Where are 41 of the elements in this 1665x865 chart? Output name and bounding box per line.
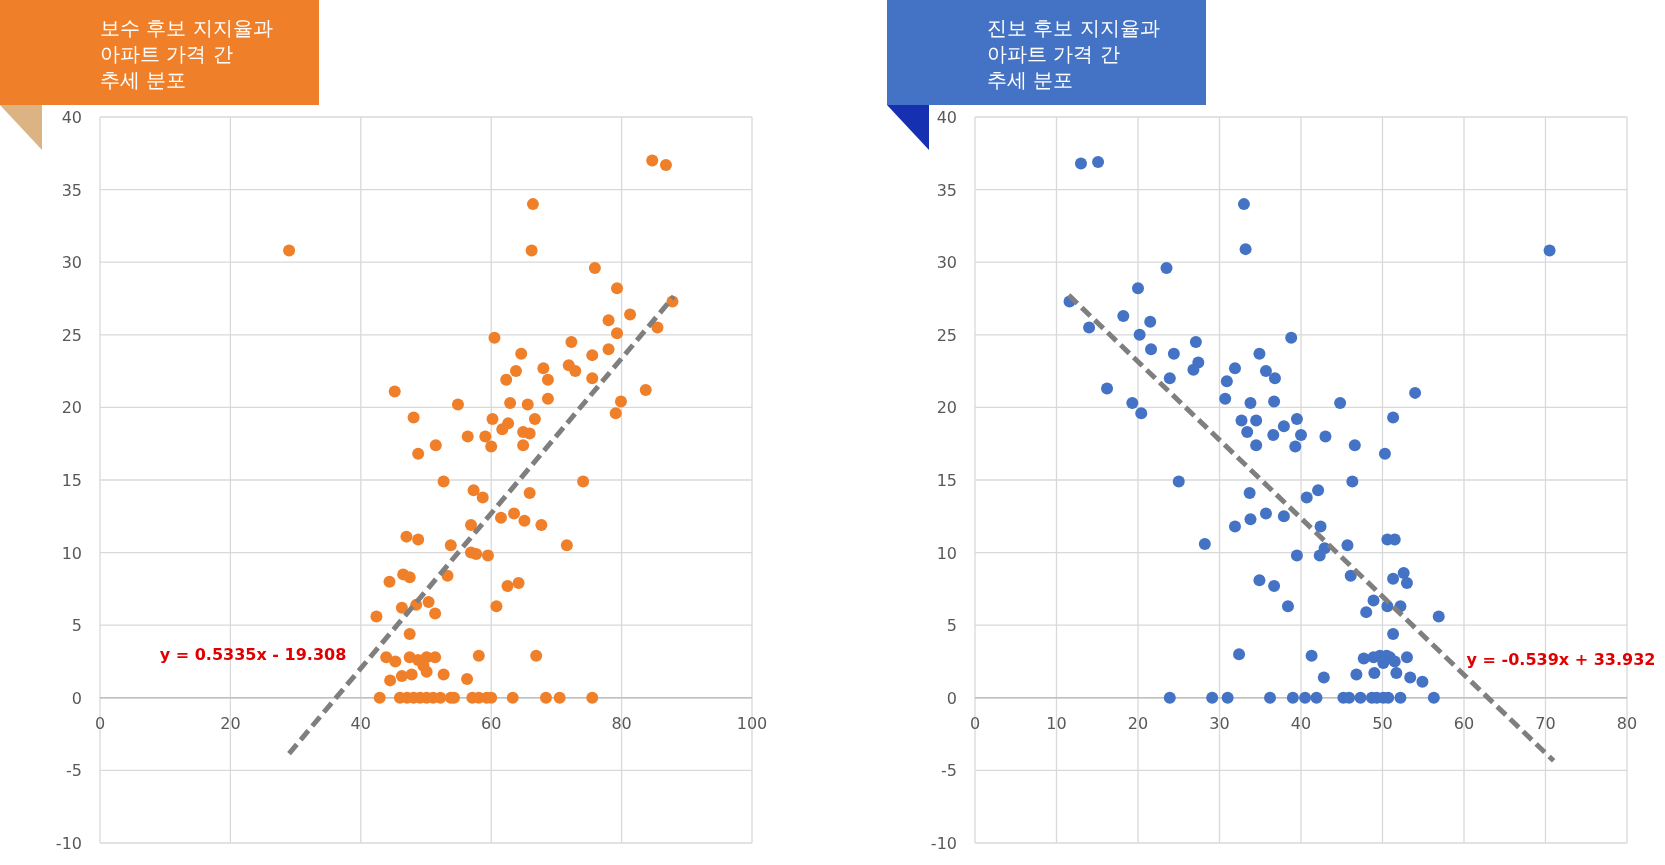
x-tick-label: 60 — [1453, 713, 1475, 733]
y-tick-label: 30 — [936, 253, 957, 273]
y-tick-label: 0 — [946, 688, 957, 708]
y-tick-label: 40 — [61, 108, 82, 127]
y-tick-label: 30 — [61, 253, 82, 273]
x-tick-label: 20 — [1127, 713, 1149, 733]
y-tick-label: 5 — [71, 616, 82, 636]
chart-title: 진보 후보 지지율과 아파트 가격 간 추세 분포 — [987, 16, 1160, 92]
x-tick-label: 0 — [94, 713, 106, 733]
y-tick-label: -10 — [55, 834, 82, 853]
annotation: y = -0.539x + 33.932 — [1466, 650, 1656, 669]
y-tick-label: 10 — [61, 543, 82, 563]
y-tick-label: 35 — [61, 180, 82, 200]
x-tick-label: 80 — [611, 713, 632, 733]
y-tick-label: 0 — [71, 688, 82, 708]
x-tick-label: 60 — [481, 713, 502, 733]
y-tick-label: 10 — [936, 543, 957, 563]
y-tick-label: 25 — [61, 325, 82, 345]
y-tick-label: 5 — [946, 616, 957, 636]
x-tick-label: 20 — [220, 713, 241, 733]
y-tick-label: -5 — [941, 761, 957, 781]
x-tick-label: 50 — [1372, 713, 1393, 733]
x-tick-label: 10 — [1046, 713, 1067, 733]
x-tick-label: 30 — [1209, 713, 1230, 733]
y-tick-label: 15 — [936, 471, 957, 490]
y-tick-label: -5 — [66, 761, 82, 781]
x-tick-label: 80 — [1616, 713, 1638, 733]
y-tick-label: -10 — [930, 834, 957, 853]
y-tick-label: 20 — [61, 398, 82, 418]
x-tick-label: 0 — [969, 713, 981, 733]
annotation: y = 0.5335x - 19.308 — [159, 645, 347, 664]
x-tick-label: 100 — [736, 713, 768, 733]
x-tick-label: 40 — [350, 713, 371, 733]
y-tick-label: 15 — [61, 471, 82, 490]
y-tick-label: 20 — [936, 398, 957, 418]
chart-title: 보수 후보 지지율과 아파트 가격 간 추세 분포 — [100, 16, 273, 92]
x-tick-label: 40 — [1290, 713, 1312, 733]
x-tick-label: 70 — [1535, 713, 1556, 733]
y-tick-label: 25 — [936, 325, 957, 345]
y-tick-label: 35 — [936, 180, 957, 200]
y-tick-label: 40 — [936, 108, 957, 127]
